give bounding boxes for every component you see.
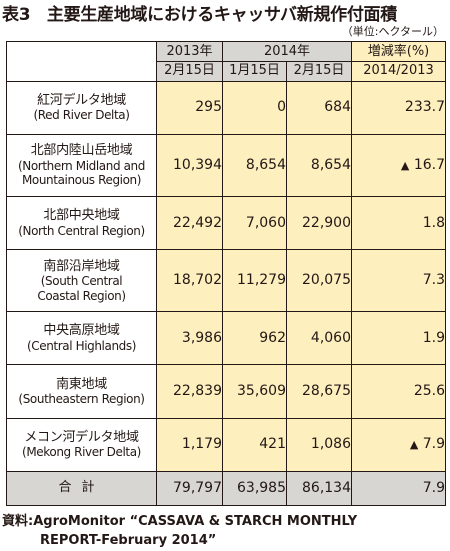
- rate-value: 1.8: [422, 214, 445, 231]
- region-en-line2: Mountainous Region): [21, 173, 142, 188]
- region-cell: 南東地域 (Southeastern Region): [6, 364, 157, 419]
- table-title: 表3 主要生産地域におけるキャッサバ新規作付面積: [2, 5, 397, 25]
- header-rate-label: 増減率(%): [351, 41, 446, 62]
- region-en: (Northern Midland and: [18, 158, 145, 173]
- region-cell: 北部中央地域 (North Central Region): [6, 195, 157, 251]
- value-2014-jan: 11,279: [222, 249, 287, 313]
- unit-label: （単位:ヘクタール）: [341, 25, 444, 38]
- value-2014-jan: 0: [222, 80, 287, 135]
- source-line-2: REPORT-February 2014”: [40, 533, 217, 548]
- header-2014-feb-date: 2月15日: [286, 60, 352, 82]
- rate-value: 7.3: [422, 272, 445, 289]
- header-row-1: 2013年 2014年 増減率(%): [6, 41, 446, 82]
- region-cell: 紅河デルタ地域 (Red River Delta): [6, 80, 157, 135]
- total-2014-feb: 86,134: [286, 470, 352, 507]
- total-2013-feb: 79,797: [156, 470, 223, 507]
- value-2013-feb: 18,702: [156, 249, 223, 313]
- header-2014-jan-date: 1月15日: [222, 60, 287, 82]
- value-2014-feb: 4,060: [286, 311, 352, 366]
- value-2014-feb: 1,086: [286, 417, 352, 472]
- rate-cell: 7.3: [351, 249, 446, 313]
- cassava-area-table: 2013年 2014年 増減率(%) 2月15日 1月15日 2月15日 201…: [6, 41, 446, 507]
- region-cell: 南部沿岸地域 (South Central Coastal Region): [6, 249, 157, 313]
- rate-cell: ▲ 16.7: [351, 133, 446, 197]
- value-2014-feb: 20,075: [286, 249, 352, 313]
- rate-cell: ▲ 7.9: [351, 417, 446, 472]
- table-row: メコン河デルタ地域 (Mekong River Delta) 1,179 421…: [6, 417, 446, 472]
- region-jp: 中央高原地域: [43, 323, 120, 339]
- region-en: (Central Highlands): [26, 339, 136, 354]
- value-2013-feb: 22,492: [156, 195, 223, 251]
- region-en: (North Central Region): [18, 223, 145, 238]
- total-2014-jan: 63,985: [222, 470, 287, 507]
- source-line-1: 資料:AgroMonitor “CASSAVA & STARCH MONTHLY: [2, 514, 358, 529]
- value-2014-jan: 962: [222, 311, 287, 366]
- value-2014-feb: 28,675: [286, 364, 352, 419]
- value-2014-jan: 7,060: [222, 195, 287, 251]
- header-blank-cell: [6, 41, 157, 82]
- decrease-triangle-icon: ▲: [409, 438, 419, 452]
- region-cell: メコン河デルタ地域 (Mekong River Delta): [6, 417, 157, 472]
- value-2014-jan: 8,654: [222, 133, 287, 197]
- value-2014-jan: 35,609: [222, 364, 287, 419]
- value-2013-feb: 3,986: [156, 311, 223, 366]
- rate-value: 16.7: [413, 156, 445, 173]
- rate-cell: 1.8: [351, 195, 446, 251]
- value-2013-feb: 22,839: [156, 364, 223, 419]
- region-en-line2: Coastal Region): [37, 288, 126, 303]
- region-jp: 南部沿岸地域: [43, 258, 120, 274]
- table-row: 紅河デルタ地域 (Red River Delta) 295 0 684 233.…: [6, 80, 446, 135]
- region-jp: 南東地域: [56, 376, 107, 392]
- table-row: 北部内陸山岳地域 (Northern Midland and Mountaino…: [6, 133, 446, 197]
- header-row-2: 2月15日 1月15日 2月15日 2014/2013: [7, 60, 446, 82]
- region-jp: 北部中央地域: [43, 208, 120, 224]
- decrease-triangle-icon: ▲: [400, 158, 410, 172]
- header-2013-date: 2月15日: [156, 60, 223, 82]
- header-2013-year: 2013年: [156, 41, 223, 62]
- region-en: (Southeastern Region): [18, 392, 145, 407]
- region-jp: 北部内陸山岳地域: [30, 143, 133, 159]
- total-label: 合計: [6, 470, 157, 507]
- header-rate-period: 2014/2013: [351, 60, 446, 82]
- rate-cell: 25.6: [351, 364, 446, 419]
- region-jp: 紅河デルタ地域: [37, 92, 126, 108]
- region-jp: メコン河デルタ地域: [24, 429, 139, 445]
- rate-value: 7.9: [422, 436, 445, 453]
- region-en: (Mekong River Delta): [22, 445, 141, 460]
- total-row: 合計 79,797 63,985 86,134 7.9: [6, 470, 446, 507]
- value-2013-feb: 1,179: [156, 417, 223, 472]
- region-cell: 北部内陸山岳地域 (Northern Midland and Mountaino…: [6, 133, 157, 197]
- table-row: 北部中央地域 (North Central Region) 22,492 7,0…: [6, 195, 446, 251]
- rate-value: 1.9: [422, 330, 445, 347]
- region-en: (Red River Delta): [33, 108, 130, 123]
- region-cell: 中央高原地域 (Central Highlands): [6, 311, 157, 366]
- value-2014-feb: 684: [286, 80, 352, 135]
- value-2013-feb: 10,394: [156, 133, 223, 197]
- rate-cell: 233.7: [351, 80, 446, 135]
- table-row: 南東地域 (Southeastern Region) 22,839 35,609…: [6, 364, 446, 419]
- region-en: (South Central: [40, 274, 123, 289]
- value-2014-feb: 8,654: [286, 133, 352, 197]
- rate-value: 233.7: [404, 99, 445, 116]
- table-row: 中央高原地域 (Central Highlands) 3,986 962 4,0…: [6, 311, 446, 366]
- value-2013-feb: 295: [156, 80, 223, 135]
- value-2014-jan: 421: [222, 417, 287, 472]
- rate-cell: 1.9: [351, 311, 446, 366]
- rate-value: 25.6: [413, 383, 445, 400]
- header-2014-year: 2014年: [222, 41, 352, 62]
- table-row: 南部沿岸地域 (South Central Coastal Region) 18…: [6, 249, 446, 313]
- source-note: 資料:AgroMonitor “CASSAVA & STARCH MONTHLY…: [2, 512, 357, 550]
- total-rate: 7.9: [351, 470, 446, 507]
- value-2014-feb: 22,900: [286, 195, 352, 251]
